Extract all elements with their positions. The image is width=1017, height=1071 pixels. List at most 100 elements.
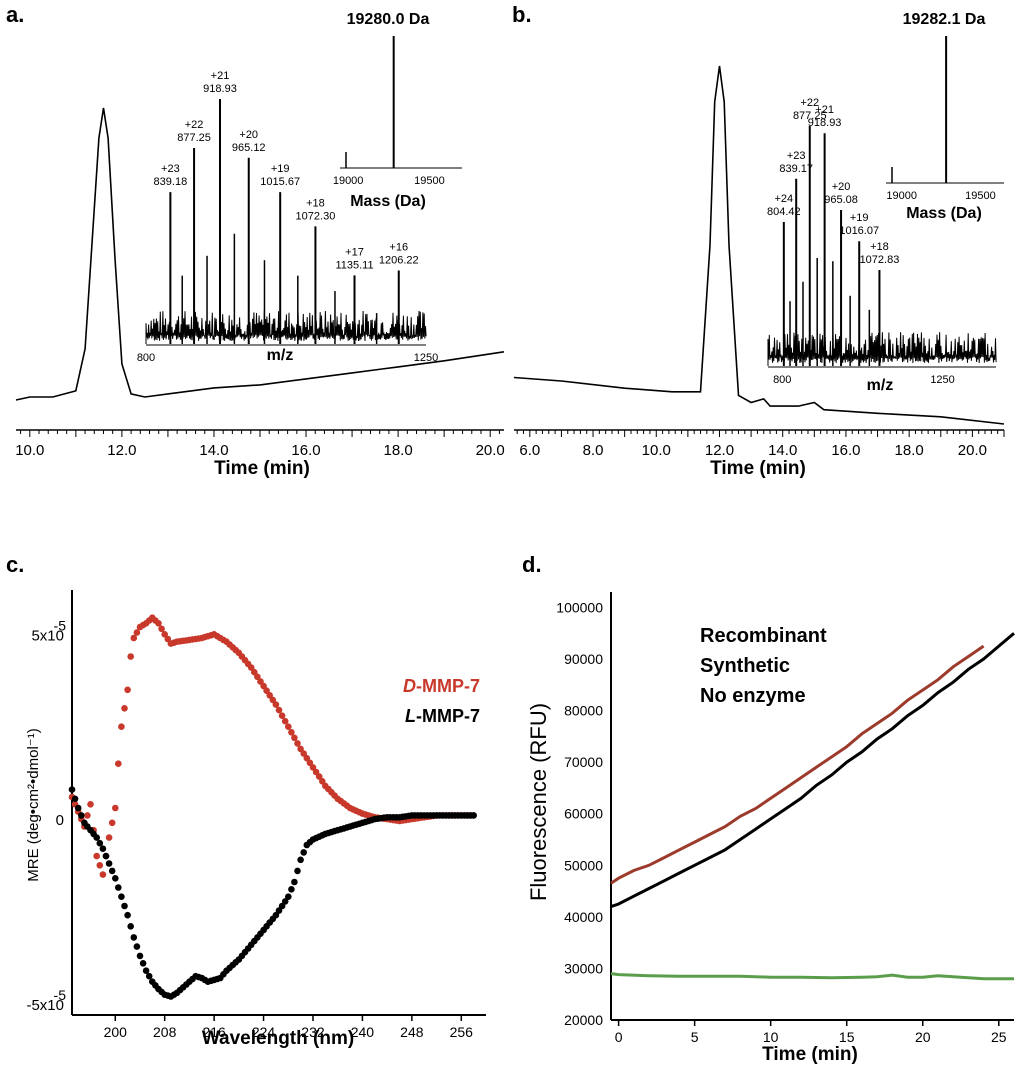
- c-point-l: [470, 812, 477, 819]
- c-point-l: [300, 849, 308, 856]
- d-x-tick-label: 25: [991, 1029, 1007, 1045]
- a-ms-mz-label: 918.93: [203, 83, 237, 95]
- c-x-tick-label: 224: [252, 1024, 276, 1040]
- d-y-tick-label: 80000: [564, 703, 603, 719]
- a-ms-mz-label: 1072.30: [296, 210, 336, 222]
- d-y-tick-label: 100000: [556, 599, 603, 615]
- d-y-tick-label: 20000: [564, 1012, 603, 1028]
- c-point-l: [99, 845, 107, 852]
- a-ms-mz-label: 1135.11: [335, 259, 373, 271]
- d-x-tick-label: 5: [691, 1029, 699, 1045]
- panel-d: d. 0 5 10 15 20 25 20000 30000 40000 50000 60000 7…: [522, 552, 1015, 1065]
- b-x-tick-label: 16.0: [831, 442, 860, 459]
- c-x-tick-label: 208: [153, 1024, 177, 1040]
- b-ms-mz-label: 918.93: [808, 117, 842, 129]
- c-point-d: [112, 804, 119, 812]
- a-x-tick-label: 14.0: [199, 442, 228, 459]
- a-ms-mz-label: 965.12: [232, 142, 266, 154]
- b-dec-tick-label: 19000: [886, 190, 917, 202]
- panel-d-x-axis-title: Time (min): [762, 1044, 858, 1065]
- c-x-tick-label: 200: [104, 1024, 128, 1040]
- a-ms-charge-label: +22: [185, 119, 204, 131]
- c-point-d: [275, 706, 283, 714]
- c-point-l: [124, 911, 131, 919]
- d-y-tick-label: 60000: [564, 806, 603, 822]
- b-ms-mz-label: 877.25: [793, 110, 827, 122]
- c-point-d: [118, 723, 125, 730]
- a-x-tick-label: 18.0: [384, 442, 413, 459]
- c-point-l: [96, 839, 104, 847]
- panel-a-mass-title: 19280.0 Da: [347, 11, 430, 28]
- c-point-l: [294, 867, 301, 875]
- panel-c-x-ticks: 200 208 216 224 232 240 248 256: [104, 1015, 473, 1040]
- b-dec-tick-label: 19500: [965, 190, 996, 202]
- b-ms-charge-label: +20: [832, 181, 851, 193]
- b-ms-tick-label: 800: [773, 374, 791, 386]
- panel-a-x-axis-title: Time (min): [214, 458, 310, 479]
- b-ms-charge-label: +19: [850, 212, 869, 224]
- panel-d-legend-synthetic: Synthetic: [700, 655, 790, 677]
- b-ms-charge-label: +22: [800, 97, 819, 109]
- c-point-d: [84, 812, 91, 819]
- panel-d-line-synthetic: [610, 632, 1015, 909]
- b-ms-mz-label: 965.08: [824, 194, 858, 206]
- a-ms-mz-label: 839.18: [154, 176, 188, 188]
- a-ms-charge-label: +17: [345, 246, 364, 258]
- c-point-l: [291, 878, 298, 886]
- panel-c-label: c.: [6, 552, 24, 577]
- d-y-tick-label: 30000: [564, 960, 603, 976]
- b-x-tick-label: 6.0: [519, 442, 540, 459]
- c-point-l: [115, 884, 122, 891]
- panel-c-y-axis-title: MRE (deg•cm²•dmol⁻¹): [25, 728, 42, 881]
- panel-b: b. 6.0 8.0 10.0 12.0 14.0 16.0 18.0 20.0 Time (…: [512, 2, 1005, 479]
- panel-b-ms-x-title: m/z: [867, 377, 894, 394]
- c-point-l: [136, 952, 144, 960]
- c-point-d: [288, 729, 295, 736]
- a-ms-charge-label: +16: [389, 242, 408, 254]
- panel-a-ms-inset: +23839.18+22877.25+21918.93+20965.12+191…: [137, 70, 438, 364]
- c-point-d: [108, 819, 116, 827]
- b-ms-charge-label: +24: [774, 193, 793, 205]
- c-point-d: [285, 723, 292, 730]
- b-ms-charge-label: +21: [815, 104, 834, 116]
- panel-b-chromatogram-line: [513, 65, 1005, 425]
- panel-b-deconvolution-inset: 19000 19500: [886, 36, 1004, 202]
- c-point-d: [281, 717, 289, 725]
- panel-d-y-ticks: 20000 30000 40000 50000 60000 70000 80000 90000…: [556, 599, 603, 1028]
- c-point-l: [102, 852, 110, 860]
- c-point-l: [139, 960, 147, 967]
- b-ms-noise: [767, 332, 997, 366]
- b-ms-mz-label: 804.42: [767, 206, 801, 218]
- a-ms-charge-label: +18: [306, 197, 325, 209]
- a-x-tick-label: 12.0: [107, 442, 136, 459]
- c-point-l: [78, 812, 85, 819]
- c-point-d: [87, 801, 94, 808]
- c-point-d: [121, 705, 128, 712]
- a-ms-charge-label: +23: [161, 163, 180, 175]
- c-x-tick-label: 232: [301, 1024, 325, 1040]
- a-ms-tick-label: 1250: [414, 352, 438, 364]
- c-point-l: [108, 867, 116, 875]
- d-x-tick-label: 0: [615, 1029, 623, 1045]
- panel-d-legend-no-enzyme: No enzyme: [700, 685, 806, 707]
- c-point-d: [294, 740, 301, 747]
- d-x-tick-label: 15: [839, 1029, 855, 1045]
- b-ms-mz-label: 839.17: [779, 163, 813, 175]
- c-point-d: [133, 629, 141, 636]
- b-ms-tick-label: 1250: [930, 374, 954, 386]
- c-x-tick-label: 248: [400, 1024, 424, 1040]
- b-x-tick-label: 8.0: [583, 442, 604, 459]
- panel-b-mass-title: 19282.1 Da: [903, 11, 986, 28]
- c-point-d: [115, 760, 122, 767]
- panel-b-x-axis-title: Time (min): [710, 458, 806, 479]
- d-y-tick-label: 40000: [564, 909, 603, 925]
- c-point-d: [155, 620, 162, 627]
- panel-a-chromatogram-line: [15, 107, 505, 401]
- panel-c-series-d-mmp7: [68, 614, 477, 878]
- b-ms-mz-label: 1072.83: [860, 254, 900, 266]
- b-x-tick-label: 20.0: [958, 442, 987, 459]
- b-x-tick-label: 18.0: [895, 442, 924, 459]
- panel-d-line-no-enzyme: [610, 972, 1014, 981]
- c-point-l: [93, 834, 100, 841]
- c-x-tick-label: 240: [351, 1024, 375, 1040]
